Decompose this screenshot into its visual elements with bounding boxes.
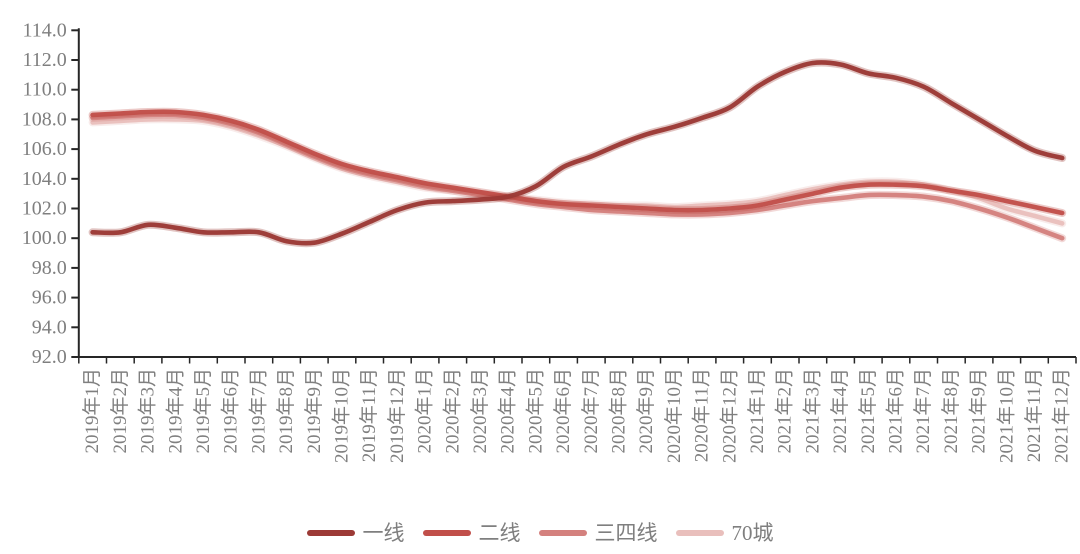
x-tick-label: 2019年4月 [164,368,186,454]
y-tick-label: 96.0 [32,287,67,309]
y-tick-label: 114.0 [23,19,67,41]
x-tick-label: 2020年10月 [663,368,685,463]
legend-swatch-icon [422,530,471,536]
x-tick-label: 2019年12月 [386,368,408,463]
x-tick-label: 2019年6月 [220,368,242,454]
y-tick-label: 100.0 [22,227,67,249]
x-tick-label: 2019年5月 [192,368,214,454]
series-line-second-tier [90,109,1065,216]
y-tick-label: 106.0 [22,138,67,160]
legend-label: 70城 [731,520,774,545]
x-tick-label: 2020年12月 [718,368,740,463]
y-tick-label: 94.0 [32,316,67,338]
series-line-first-tier [90,60,1065,246]
x-tick-label: 2021年8月 [940,368,962,454]
x-tick-label: 2021年5月 [857,368,879,454]
y-tick-label: 98.0 [32,257,67,279]
legend-label: 二线 [478,520,521,545]
y-tick-label: 108.0 [22,108,67,130]
y-tick-label: 102.0 [22,198,67,220]
x-tick-label: 2019年7月 [247,368,269,454]
x-tick-label: 2020年2月 [441,368,463,454]
series-line-third-fourth-tier [90,112,1065,241]
y-tick-label: 112.0 [23,49,67,71]
x-tick-label: 2019年11月 [358,368,380,462]
legend-item-third-fourth-tier: 三四线 [538,520,658,545]
legend-swatch-icon [306,530,355,536]
legend-swatch-icon [538,530,587,536]
x-tick-label: 2019年3月 [137,368,159,454]
x-tick-label: 2021年6月 [884,368,906,454]
legend-label: 三四线 [594,520,658,545]
x-tick-label: 2021年4月 [829,368,851,454]
chart-legend: 一线 二线 三四线 70城 [0,519,1080,547]
x-tick-label: 2021年9月 [968,368,990,454]
x-tick-label: 2020年1月 [414,368,436,454]
series-halo-first-tier [88,58,1067,248]
x-tick-label: 2021年2月 [774,368,796,454]
x-tick-label: 2019年9月 [303,368,325,454]
legend-item-70-cities: 70城 [675,520,774,545]
x-tick-label: 2021年10月 [995,368,1017,463]
x-tick-label: 2019年2月 [109,368,131,454]
y-tick-label: 104.0 [22,168,67,190]
legend-item-second-tier: 二线 [422,520,521,545]
y-tick-label: 110.0 [23,79,67,101]
x-tick-label: 2021年12月 [1051,368,1073,463]
x-tick-label: 2021年1月 [746,368,768,454]
x-tick-label: 2020年4月 [497,368,519,454]
x-tick-label: 2020年5月 [524,368,546,454]
x-tick-label: 2020年7月 [580,368,602,454]
x-tick-label: 2020年11月 [691,368,713,462]
x-tick-label: 2019年10月 [330,368,352,463]
y-tick-label: 92.0 [32,346,67,368]
legend-label: 一线 [362,520,405,545]
x-tick-label: 2020年9月 [635,368,657,454]
x-tick-label: 2019年8月 [275,368,297,454]
x-tick-label: 2019年1月 [81,368,103,454]
x-tick-label: 2020年3月 [469,368,491,454]
x-tick-label: 2021年3月 [801,368,823,454]
legend-item-first-tier: 一线 [306,520,405,545]
x-tick-label: 2021年7月 [912,368,934,454]
x-tick-label: 2021年11月 [1023,368,1045,462]
legend-swatch-icon [675,530,724,536]
series-halo-third-fourth-tier [88,110,1067,243]
x-tick-label: 2020年6月 [552,368,574,454]
x-tick-label: 2020年8月 [607,368,629,454]
